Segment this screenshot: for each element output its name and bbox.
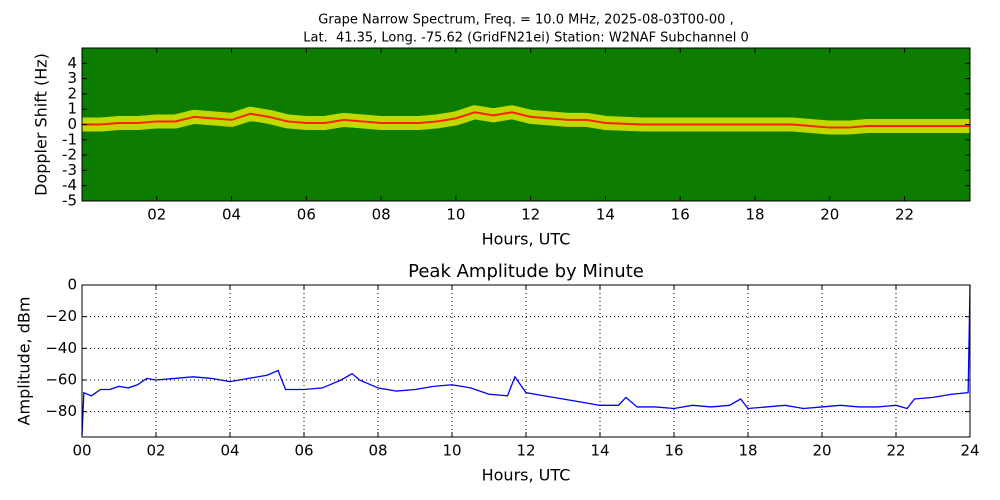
y-tick-label: 2: [67, 84, 77, 102]
x-tick-label: 06: [294, 442, 313, 460]
x-tick-label: 08: [368, 442, 387, 460]
y-tick-label: 4: [67, 54, 77, 72]
y-tick-label: -4: [62, 176, 77, 194]
y-tick-label: -3: [62, 161, 77, 179]
x-axis-label: Hours, UTC: [482, 466, 571, 485]
plot-frame: [81, 284, 971, 438]
y-tick-label: 3: [67, 69, 77, 87]
y-tick-label: -2: [62, 146, 77, 164]
x-tick-label: 04: [222, 206, 241, 224]
x-tick-label: 18: [738, 442, 757, 460]
y-tick-label: 0: [67, 276, 77, 294]
x-tick-label: 12: [521, 206, 540, 224]
amplitude-line: [81, 284, 971, 436]
signal-trace: [82, 111, 970, 129]
x-tick-label: 14: [596, 206, 615, 224]
y-tick-label: −60: [45, 371, 77, 389]
x-tick-label: 08: [372, 206, 391, 224]
x-tick-label: 00: [72, 442, 91, 460]
x-tick-label: 20: [812, 442, 831, 460]
x-tick-label: 18: [745, 206, 764, 224]
y-tick-label: −20: [45, 307, 77, 325]
y-tick-label: -1: [62, 130, 77, 148]
x-tick-label: 22: [895, 206, 914, 224]
y-tick-label: -5: [62, 192, 77, 210]
x-tick-label: 10: [442, 442, 461, 460]
y-axis-label: Doppler Shift (Hz): [32, 53, 51, 196]
plot-frame: [81, 47, 971, 202]
chart-title: Grape Narrow Spectrum, Freq. = 10.0 MHz,…: [318, 13, 733, 28]
x-tick-label: 20: [820, 206, 839, 224]
y-tick-label: 0: [67, 115, 77, 133]
x-tick-label: 16: [664, 442, 683, 460]
x-tick-label: 24: [960, 442, 979, 460]
x-axis-label: Hours, UTC: [482, 230, 571, 249]
x-tick-label: 04: [220, 442, 239, 460]
x-tick-label: 10: [446, 206, 465, 224]
x-tick-label: 12: [516, 442, 535, 460]
y-tick-label: −40: [45, 339, 77, 357]
x-tick-label: 16: [671, 206, 690, 224]
x-tick-label: 02: [147, 206, 166, 224]
chart-title: Peak Amplitude by Minute: [408, 261, 644, 282]
y-tick-label: 1: [67, 100, 77, 118]
x-tick-label: 06: [297, 206, 316, 224]
x-tick-label: 22: [886, 442, 905, 460]
chart-title: Lat. 41.35, Long. -75.62 (GridFN21ei) St…: [303, 31, 749, 46]
x-tick-label: 14: [590, 442, 609, 460]
y-axis-label: Amplitude, dBm: [15, 297, 34, 426]
x-tick-label: 02: [146, 442, 165, 460]
y-tick-label: −80: [45, 402, 77, 420]
